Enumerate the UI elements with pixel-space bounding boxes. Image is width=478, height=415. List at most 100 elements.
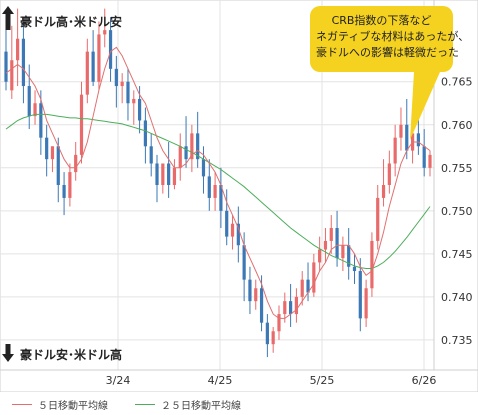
top-label: 豪ドル高･米ドル安 <box>20 14 122 29</box>
candle-down <box>236 223 240 246</box>
candle-down <box>352 266 357 272</box>
candle-up <box>370 240 374 289</box>
legend-swatch-ma25 <box>135 404 155 405</box>
candle-up <box>399 124 403 138</box>
candle-down <box>225 210 229 237</box>
candle-down <box>27 86 31 117</box>
candle-up <box>271 331 275 345</box>
candle-up <box>376 197 380 241</box>
candle-down <box>4 51 8 82</box>
candle-down <box>108 30 113 69</box>
y-tick-label: 0.760 <box>441 119 473 132</box>
candle-down <box>422 146 426 168</box>
candle-up <box>283 301 287 315</box>
y-tick-label: 0.735 <box>441 334 473 347</box>
candle-down <box>196 133 200 160</box>
candle-up <box>294 296 299 315</box>
ma25-line <box>5 113 431 269</box>
candle-up <box>79 94 84 155</box>
candle-down <box>91 51 95 82</box>
candle-up <box>329 228 333 241</box>
y-tick-label: 0.755 <box>441 162 473 175</box>
x-tick-label: 5/25 <box>310 374 335 387</box>
candle-up <box>364 288 368 319</box>
y-tick-label: 0.765 <box>441 76 473 89</box>
candle-down <box>219 185 223 211</box>
y-tick-label: 0.750 <box>441 205 473 218</box>
candle-down <box>114 68 118 87</box>
candle-up <box>68 172 72 198</box>
candle-down <box>358 271 362 319</box>
candle-up <box>341 245 345 259</box>
y-tick-label: 0.740 <box>441 291 473 304</box>
candle-down <box>201 159 206 177</box>
candle-down <box>126 81 130 104</box>
candle-up <box>277 314 281 332</box>
candle-down <box>306 279 310 293</box>
candle-up <box>190 133 194 160</box>
candle-up <box>230 223 235 237</box>
candle-down <box>167 163 171 185</box>
candle-down <box>289 301 293 315</box>
candle-down <box>56 146 60 185</box>
candle-up <box>381 185 386 198</box>
candle-up <box>97 34 101 82</box>
legend-swatch-ma5 <box>12 404 32 405</box>
legend-item-ma5: ５日移動平均線 <box>12 397 108 412</box>
candle-up <box>318 249 322 263</box>
candle-up <box>74 154 78 173</box>
candle-up <box>10 60 14 91</box>
candle-down <box>143 120 147 147</box>
candle-down <box>137 98 142 121</box>
candle-down <box>62 185 66 198</box>
up-arrow-icon <box>2 6 14 30</box>
callout-box: CRB指数の下落など ネガティブな材料はあったが、 豪ドルへの影響は軽微だった <box>310 6 470 72</box>
candle-up <box>103 30 107 35</box>
x-tick-label: 4/25 <box>208 374 233 387</box>
candle-up <box>393 137 397 164</box>
candle-up <box>387 163 391 185</box>
candle-down <box>45 137 49 160</box>
candle-up <box>33 103 37 117</box>
candle-down <box>155 163 159 185</box>
candle-up <box>300 279 304 297</box>
candle-up <box>178 146 182 168</box>
candle-down <box>416 133 420 147</box>
candle-down <box>39 103 43 138</box>
candle-up <box>428 154 432 168</box>
candle-down <box>335 228 339 259</box>
candle-up <box>323 240 328 250</box>
candle-up <box>213 185 217 198</box>
candle-up <box>172 167 177 185</box>
candle-up <box>50 146 55 160</box>
ma5-line <box>5 46 431 319</box>
callout-line: ネガティブな材料はあったが、 <box>316 30 470 43</box>
candle-down <box>149 146 153 164</box>
candle-up <box>132 98 136 104</box>
legend-item-ma25: ２５日移動平均線 <box>135 397 241 412</box>
candle-down <box>207 176 211 198</box>
x-tick-label: 3/24 <box>106 374 131 387</box>
callout-line: 豪ドルへの影響は軽微だった <box>316 46 459 59</box>
y-tick-label: 0.745 <box>441 248 473 261</box>
legend: ５日移動平均線 ２５日移動平均線 <box>0 392 478 415</box>
candle-up <box>16 38 20 61</box>
bottom-label: 豪ドル安･米ドル高 <box>20 347 122 362</box>
candle-down <box>21 38 26 87</box>
candle-up <box>254 288 258 302</box>
callout-pointer <box>410 72 440 140</box>
candle-down <box>184 146 188 160</box>
candle-down <box>242 245 246 280</box>
legend-label-ma5: ５日移動平均線 <box>38 401 108 412</box>
candle-down <box>405 124 409 151</box>
candle-down <box>265 322 269 345</box>
candle-down <box>347 245 351 267</box>
candle-up <box>161 163 165 185</box>
callout-line: CRB指数の下落など <box>331 14 432 27</box>
candle-up <box>85 51 89 95</box>
candle-up <box>312 262 316 293</box>
legend-label-ma25: ２５日移動平均線 <box>161 401 241 412</box>
candle-down <box>248 279 252 302</box>
down-arrow-icon <box>2 344 14 362</box>
